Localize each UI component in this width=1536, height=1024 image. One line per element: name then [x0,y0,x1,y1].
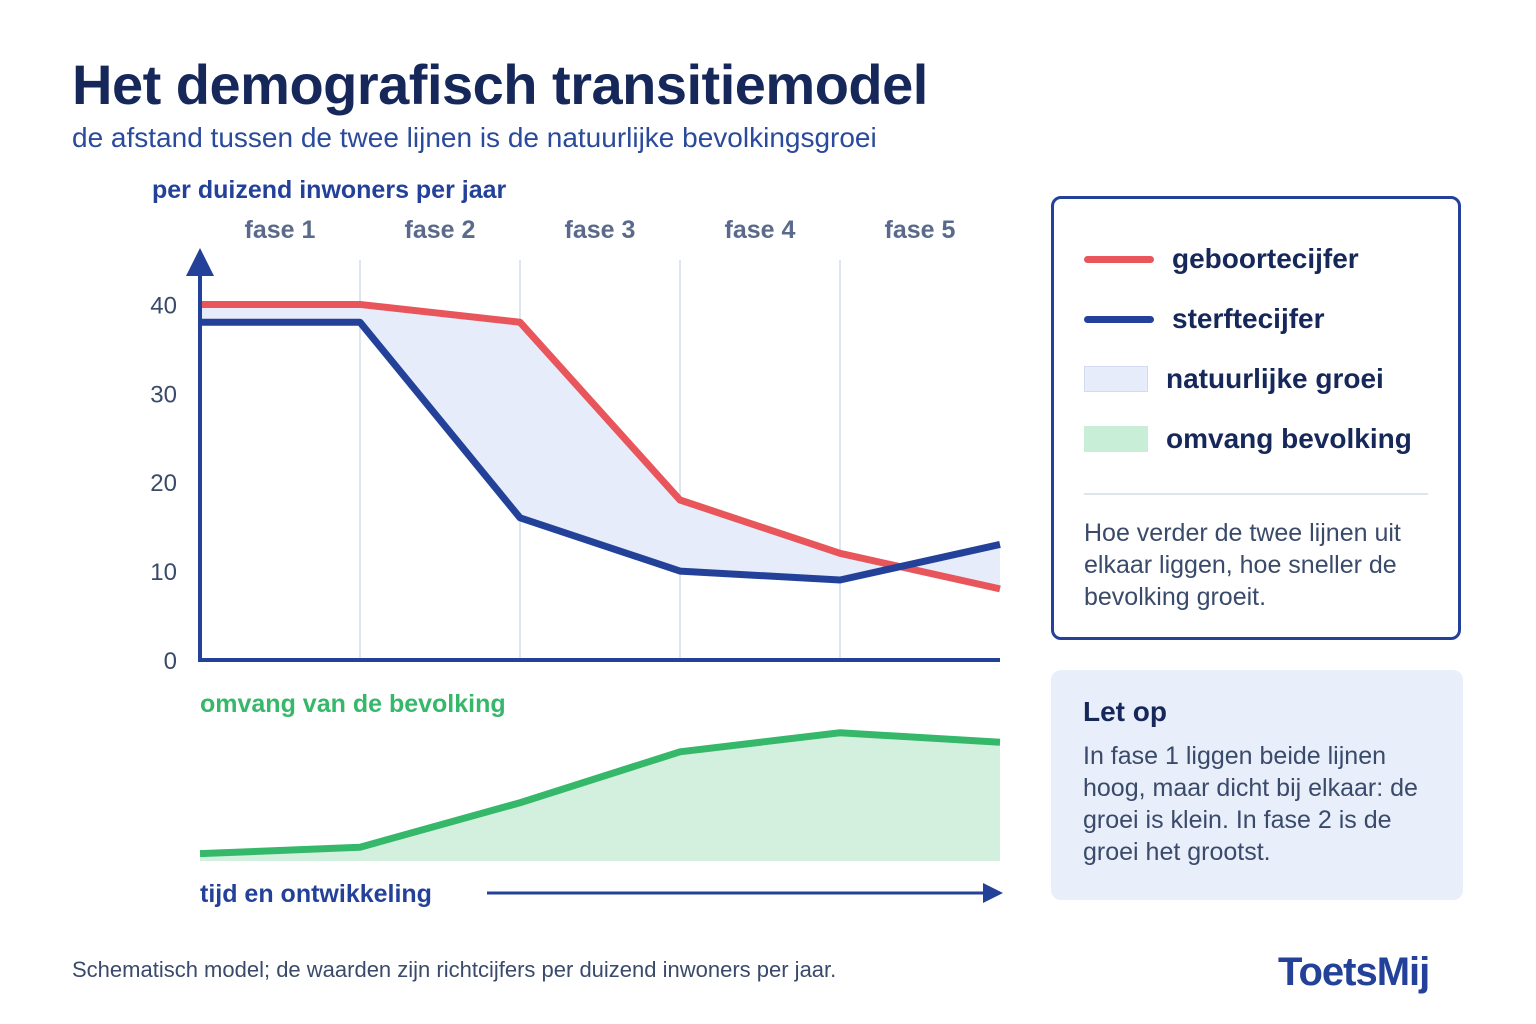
transition-chart: per duizend inwoners per jaar fase 1 fase… [150,176,1003,908]
phase-label: fase 1 [245,216,316,244]
phase-label: fase 2 [405,216,476,244]
y-tick-label: 10 [150,559,177,586]
note-title: Let op [1083,696,1167,727]
natural-growth-area [200,304,1000,589]
legend-label-growth: natuurlijke groei [1166,363,1384,394]
population-chart-title: omvang van de bevolking [200,690,506,718]
y-tick-label: 40 [150,292,177,319]
legend-label-death: sterftecijfer [1172,303,1325,334]
legend-swatch-growth [1084,366,1148,392]
legend-item-birth: geboortecijfer [1084,239,1359,279]
y-tick-label: 30 [150,381,177,408]
legend-swatch-population [1084,426,1148,452]
time-arrow-head [983,883,1003,903]
logo-text: ToetsMij [1278,950,1430,994]
legend-label-birth: geboortecijfer [1172,243,1359,274]
phase-labels: fase 1 fase 2 fase 3 fase 4 fase 5 [245,216,956,244]
death-rate-line [200,318,1001,584]
legend-swatch-death [1084,315,1154,323]
y-tick-label: 0 [164,648,177,675]
legend-note: Hoe verder de twee lijnen uit elkaar lig… [1084,519,1401,611]
legend-item-death: sterftecijfer [1084,299,1325,339]
y-ticks: 0 10 20 30 40 [150,292,177,675]
population-line [199,729,1001,858]
chart-axes [186,248,1000,662]
legend-item-growth: natuurlijke groei [1084,359,1384,399]
phase-label: fase 4 [725,216,796,244]
birth-rate-line [200,300,1001,593]
page-subtitle: de afstand tussen de twee lijnen is de n… [72,122,877,153]
legend-swatch-birth [1084,255,1154,263]
legend-item-population: omvang bevolking [1084,419,1412,459]
note-box: Let op In fase 1 liggen beide lijnen hoo… [1051,670,1463,900]
page-title: Het demografisch transitiemodel [72,53,928,116]
legend-divider [1084,493,1428,495]
phase-label: fase 3 [565,216,636,244]
footnote: Schematisch model; de waarden zijn richt… [72,957,837,982]
y-axis-arrow [186,248,214,276]
phase-label: fase 5 [885,216,956,244]
note-text: In fase 1 liggen beide lijnen hoog, maar… [1083,742,1418,866]
brand-logo: ToetsMij [1278,950,1430,995]
x-axis-label: tijd en ontwikkeling [200,880,432,908]
y-tick-label: 20 [150,470,177,497]
y-axis-label: per duizend inwoners per jaar [152,176,507,204]
legend-label-population: omvang bevolking [1166,423,1412,454]
population-area [200,732,1000,860]
legend-box: geboortecijfer sterftecijfer natuurlijke… [1051,196,1461,640]
